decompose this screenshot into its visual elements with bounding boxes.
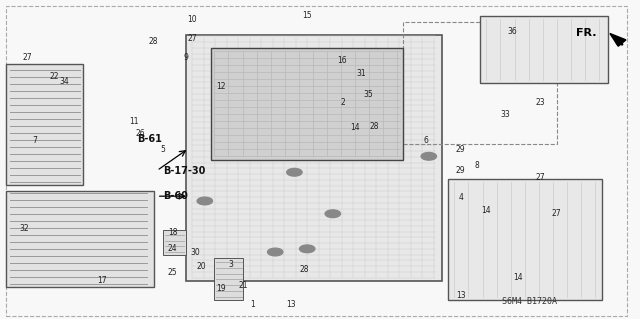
Text: 21: 21 (239, 281, 248, 290)
Text: 35: 35 (363, 90, 373, 99)
Text: S6M4 B1720A: S6M4 B1720A (502, 297, 557, 306)
Bar (163, 230, 186, 255)
Circle shape (300, 245, 315, 253)
Text: 22: 22 (50, 72, 59, 81)
Text: 10: 10 (187, 15, 197, 24)
Text: 26: 26 (136, 130, 146, 138)
Bar (211, 48, 403, 160)
Text: 27: 27 (552, 209, 562, 218)
Bar (186, 35, 442, 281)
Text: 17: 17 (97, 276, 108, 285)
Circle shape (421, 152, 436, 160)
Text: 34: 34 (59, 77, 69, 86)
Text: 5: 5 (161, 145, 166, 154)
Polygon shape (610, 33, 626, 46)
Text: 23: 23 (536, 98, 546, 107)
Text: 6: 6 (423, 136, 428, 145)
Text: 27: 27 (187, 34, 197, 43)
Text: 29: 29 (456, 166, 466, 175)
Text: 1: 1 (250, 300, 255, 309)
Text: 19: 19 (216, 284, 226, 293)
Text: 33: 33 (500, 110, 511, 119)
Bar (480, 16, 608, 83)
Text: 28: 28 (149, 37, 158, 46)
Circle shape (287, 168, 302, 176)
Text: 14: 14 (350, 123, 360, 132)
Text: 20: 20 (196, 262, 207, 271)
Text: 24: 24 (168, 244, 178, 253)
Text: 25: 25 (168, 268, 178, 277)
Text: 9: 9 (183, 53, 188, 62)
Circle shape (197, 197, 212, 205)
Bar (6, 64, 83, 185)
Text: 11: 11 (130, 117, 139, 126)
Text: 36: 36 (507, 27, 517, 36)
Bar (6, 191, 154, 287)
Text: 29: 29 (456, 145, 466, 154)
Text: 8: 8 (474, 161, 479, 170)
Text: 12: 12 (216, 82, 225, 91)
Text: B-60: B-60 (163, 191, 188, 201)
Circle shape (325, 210, 340, 218)
Text: FR.: FR. (576, 28, 596, 39)
Text: 13: 13 (286, 300, 296, 309)
Circle shape (268, 248, 283, 256)
Text: B-61: B-61 (138, 134, 163, 144)
Text: 3: 3 (228, 260, 233, 269)
Text: 14: 14 (513, 273, 524, 282)
Text: 18: 18 (168, 228, 177, 237)
Text: 30: 30 (190, 248, 200, 256)
Text: 13: 13 (456, 291, 466, 300)
Text: 27: 27 (536, 173, 546, 182)
Text: 7: 7 (33, 136, 38, 145)
Text: B-17-30: B-17-30 (163, 166, 205, 176)
Text: 16: 16 (337, 56, 348, 65)
Text: 27: 27 (22, 53, 32, 62)
Bar (448, 179, 602, 300)
Text: 31: 31 (356, 69, 367, 78)
Text: 2: 2 (340, 98, 345, 107)
Text: 14: 14 (481, 206, 492, 215)
Text: 28: 28 (370, 122, 379, 130)
Bar (403, 22, 557, 144)
Text: 32: 32 (19, 224, 29, 233)
Bar (214, 258, 243, 300)
Text: 4: 4 (458, 193, 463, 202)
Text: 15: 15 (302, 11, 312, 20)
Text: 28: 28 (300, 265, 308, 274)
